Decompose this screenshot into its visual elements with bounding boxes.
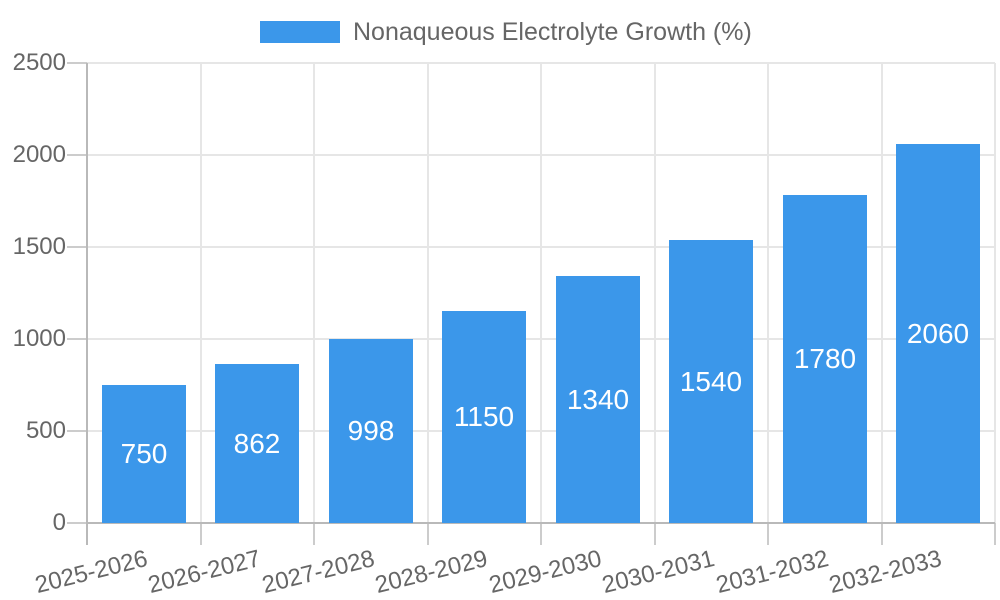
bar-value-label: 2060 (906, 318, 970, 349)
y-axis-tick (67, 430, 87, 432)
bar (556, 276, 640, 523)
bar-value-label: 1150 (453, 401, 515, 432)
x-tick-label: 2027-2028 (259, 545, 378, 599)
y-axis-tick (67, 154, 87, 156)
gridline (540, 63, 542, 523)
y-axis-tick (67, 338, 87, 340)
bar (669, 240, 753, 523)
gridline (767, 63, 769, 523)
bar (329, 339, 413, 523)
bar (215, 364, 299, 523)
gridline (880, 63, 883, 523)
x-axis-tick (880, 523, 883, 545)
bar-value-label: 750 (120, 438, 168, 469)
legend-label: Nonaqueous Electrolyte Growth (%) (353, 17, 752, 46)
gridline (994, 63, 996, 523)
x-axis-tick (994, 523, 996, 545)
y-axis-line (86, 63, 88, 545)
y-tick-label: 1000 (12, 325, 66, 352)
bar-value-label: 862 (233, 428, 281, 459)
x-axis-tick (199, 523, 202, 545)
bar (102, 385, 186, 523)
x-tick-label: 2032-2033 (826, 545, 945, 599)
x-tick-label: 2028-2029 (372, 545, 491, 599)
gridline (313, 63, 315, 523)
x-axis-tick (426, 523, 429, 545)
bar-value-label: 1540 (679, 366, 743, 397)
bar-value-label: 1340 (566, 384, 630, 415)
x-axis-line (87, 522, 995, 524)
x-tick-label: 2031-2032 (713, 545, 832, 599)
y-tick-label: 500 (25, 417, 66, 444)
bar-value-label: 1780 (793, 343, 857, 374)
x-tick-label: 2025-2026 (32, 545, 151, 599)
y-axis-tick (67, 246, 87, 248)
y-tick-label: 1500 (12, 233, 66, 260)
x-axis-tick (313, 523, 315, 545)
gridline (426, 63, 429, 523)
x-tick-label: 2030-2031 (599, 545, 718, 599)
y-tick-label: 2000 (12, 141, 66, 168)
y-axis-tick (67, 522, 87, 524)
gridline (199, 63, 202, 523)
y-tick-label: 2500 (12, 49, 66, 76)
y-axis-tick (67, 62, 87, 64)
bar (896, 144, 980, 523)
gridline (653, 63, 656, 523)
x-axis-tick (540, 523, 542, 545)
bar-value-label: 998 (347, 415, 395, 446)
legend-swatch (260, 21, 340, 43)
legend-item[interactable]: Nonaqueous Electrolyte Growth (%) (260, 17, 752, 47)
x-tick-label: 2029-2030 (486, 545, 605, 599)
x-axis-tick (653, 523, 656, 545)
bar (442, 311, 526, 523)
y-tick-label: 0 (52, 509, 66, 536)
x-axis-tick (767, 523, 769, 545)
bar (783, 195, 867, 523)
x-tick-label: 2026-2027 (145, 545, 264, 599)
